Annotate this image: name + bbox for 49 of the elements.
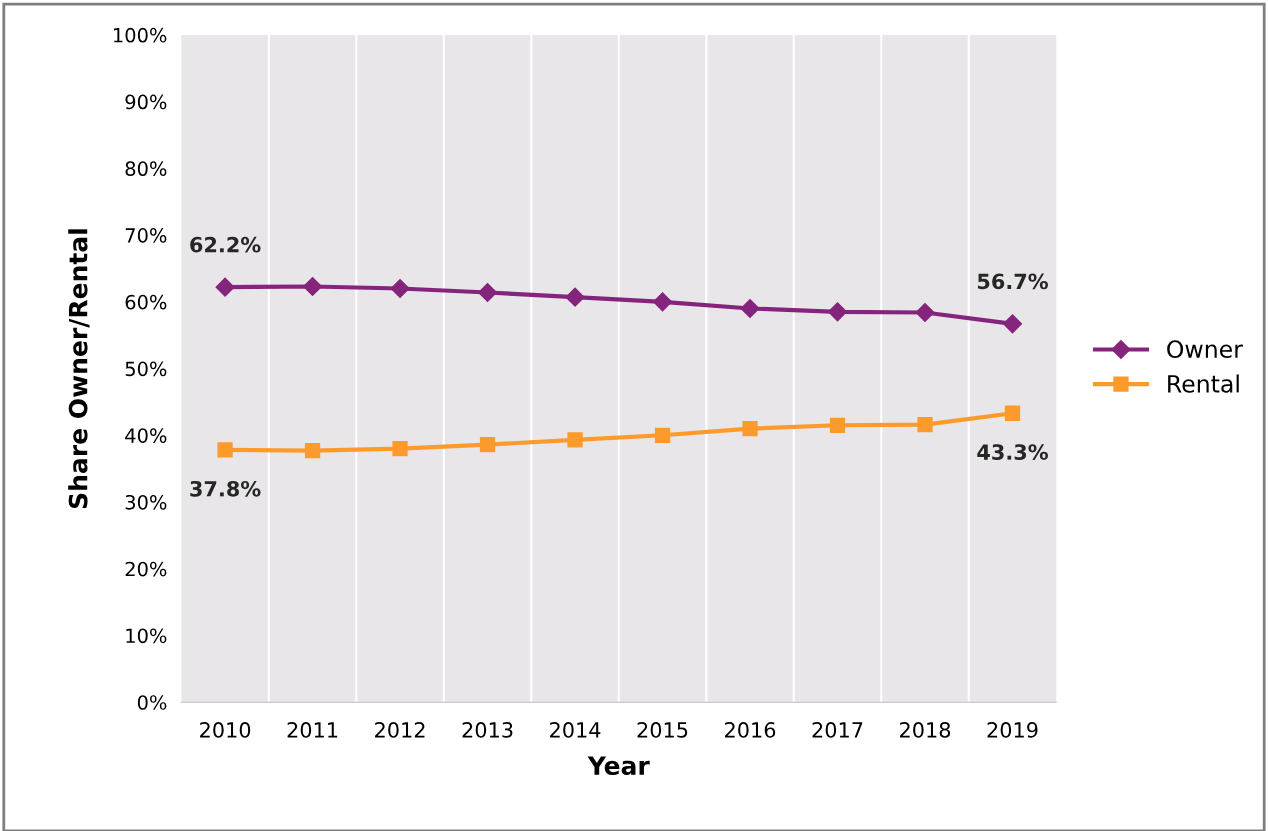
- x-tick-label: 2013: [462, 722, 513, 738]
- point: [479, 436, 496, 453]
- x-tick-label: 2017: [812, 722, 863, 738]
- point: [1004, 405, 1021, 421]
- y-tick-label: 70%: [125, 228, 167, 243]
- y-tick-label: 60%: [125, 294, 167, 310]
- y-tick-label: 50%: [125, 361, 167, 377]
- data-label: 56.7%: [977, 273, 1048, 290]
- y-axis-title: Share Owner/Rental: [68, 229, 90, 509]
- point: [917, 416, 933, 433]
- point: [829, 417, 846, 433]
- y-tick-label: 40%: [125, 428, 167, 443]
- point: [742, 420, 758, 437]
- data-label: 43.3%: [977, 444, 1048, 460]
- point: [740, 298, 760, 319]
- point: [215, 277, 235, 297]
- point: [392, 440, 408, 457]
- x-tick-label: 2012: [375, 722, 425, 738]
- x-tick-label: 2016: [725, 722, 776, 738]
- x-axis-title: Year: [587, 756, 650, 776]
- point: [390, 278, 410, 299]
- y-tick-label: 100%: [113, 27, 167, 43]
- x-tick-label: 2019: [987, 722, 1038, 738]
- point: [478, 282, 498, 303]
- point: [1002, 314, 1023, 334]
- y-tick-label: 0%: [137, 695, 167, 710]
- y-tick-label: 80%: [125, 161, 167, 177]
- data-label: 37.8%: [190, 480, 261, 497]
- point: [565, 287, 585, 307]
- point: [654, 427, 671, 443]
- point: [217, 442, 233, 458]
- point: [652, 292, 673, 312]
- x-tick-label: 2018: [900, 722, 951, 738]
- x-tick-label: 2014: [550, 722, 601, 738]
- y-tick-label: 90%: [125, 94, 167, 110]
- point: [915, 302, 935, 323]
- x-tick-label: 2015: [637, 722, 688, 738]
- legend-label: Owner: [1167, 340, 1243, 359]
- point: [827, 302, 848, 322]
- y-tick-label: 10%: [126, 628, 167, 644]
- x-tick-label: 2011: [287, 722, 338, 738]
- y-tick-label: 20%: [125, 561, 167, 577]
- point: [303, 276, 323, 297]
- point: [567, 432, 583, 448]
- data-label: 62.2%: [190, 236, 261, 253]
- legend-label: Rental: [1168, 374, 1239, 393]
- y-tick-label: 30%: [125, 494, 167, 510]
- x-tick-label: 2010: [200, 722, 251, 738]
- point: [304, 442, 321, 459]
